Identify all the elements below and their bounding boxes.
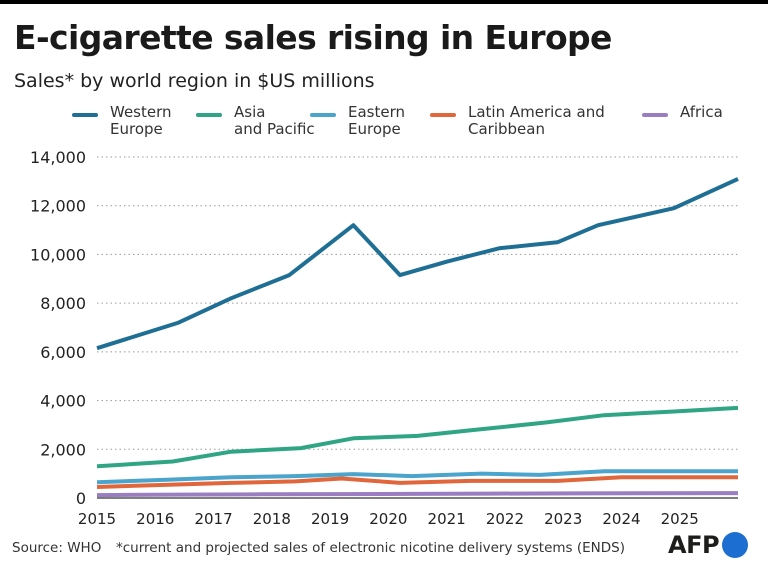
series-line-asia-and-pacific [96, 405, 739, 469]
series-line-africa [96, 491, 739, 498]
legend-swatch-western-europe [72, 113, 98, 117]
legend-swatch-eastern-europe [310, 113, 336, 117]
legend-label-western-europe: Western Europe [110, 103, 172, 138]
x-tick-label-2016: 2016 [136, 510, 174, 528]
y-tick-label-6000: 6,000 [40, 343, 86, 362]
x-tick-label-2021: 2021 [428, 510, 466, 528]
x-tick-label-2025: 2025 [661, 510, 699, 528]
footnote: *current and projected sales of electron… [116, 540, 625, 556]
x-tick-label-2022: 2022 [486, 510, 524, 528]
legend-label-asia-pacific: Asia and Pacific [234, 103, 315, 138]
legend-swatch-asia-pacific [196, 113, 222, 117]
series-line-eastern-europe [96, 469, 738, 485]
legend-item-western-europe: Western Europe [72, 104, 172, 138]
legend-item-eastern-europe: Eastern Europe [310, 104, 405, 138]
chart-title: E-cigarette sales rising in Europe [14, 18, 612, 57]
series-line-western-europe [96, 177, 739, 351]
top-rule [0, 0, 768, 4]
afp-logo-dot [722, 532, 749, 558]
legend-label-africa: Africa [680, 103, 723, 121]
x-tick-label-2023: 2023 [544, 510, 582, 528]
y-tick-label-10000: 10,000 [30, 245, 86, 264]
series-line-latin-america-and-caribbean [96, 475, 738, 489]
afp-logo-text: AFP [668, 531, 720, 559]
legend-swatch-latin-america [430, 113, 456, 117]
chart-subtitle: Sales* by world region in $US millions [14, 70, 375, 92]
y-tick-label-14000: 14,000 [30, 148, 86, 167]
afp-logo: AFP [668, 531, 749, 559]
legend-item-africa: Africa [642, 104, 723, 121]
y-tick-label-4000: 4,000 [40, 392, 86, 411]
x-tick-label-2015: 2015 [78, 510, 116, 528]
source-note: Source: WHO [12, 540, 102, 556]
legend-item-latin-america: Latin America and Caribbean [430, 104, 605, 138]
y-tick-label-0: 0 [76, 489, 86, 508]
y-tick-label-8000: 8,000 [40, 294, 86, 313]
legend-label-latin-america: Latin America and Caribbean [468, 103, 605, 138]
y-tick-label-12000: 12,000 [30, 197, 86, 216]
legend-label-eastern-europe: Eastern Europe [348, 103, 406, 138]
legend-item-asia-pacific: Asia and Pacific [196, 104, 315, 138]
x-tick-label-2024: 2024 [602, 510, 640, 528]
x-tick-label-2019: 2019 [311, 510, 349, 528]
legend-swatch-africa [642, 113, 668, 117]
x-tick-label-2017: 2017 [194, 510, 232, 528]
x-tick-label-2020: 2020 [369, 510, 407, 528]
y-tick-label-2000: 2,000 [40, 440, 86, 459]
x-tick-label-2018: 2018 [253, 510, 291, 528]
